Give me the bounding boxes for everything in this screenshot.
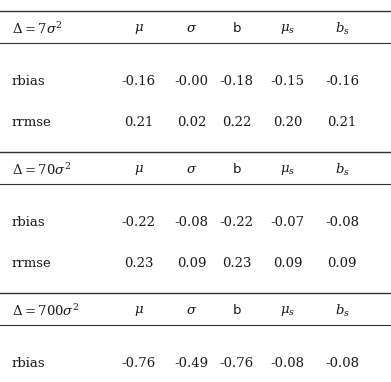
Text: -0.00: -0.00 bbox=[175, 75, 208, 89]
Text: $\mu_s$: $\mu_s$ bbox=[280, 21, 295, 36]
Text: b: b bbox=[232, 22, 241, 35]
Text: 0.02: 0.02 bbox=[177, 117, 206, 129]
Text: 0.21: 0.21 bbox=[124, 117, 154, 129]
Text: 0.23: 0.23 bbox=[124, 257, 154, 270]
Text: $\sigma$: $\sigma$ bbox=[186, 304, 197, 317]
Text: -0.08: -0.08 bbox=[325, 217, 359, 230]
Text: $\mu_s$: $\mu_s$ bbox=[280, 163, 295, 176]
Text: $b_s$: $b_s$ bbox=[335, 303, 350, 319]
Text: rbias: rbias bbox=[12, 358, 45, 371]
Text: $\Delta = 7\sigma^2$: $\Delta = 7\sigma^2$ bbox=[12, 21, 63, 37]
Text: $\Delta = 700\sigma^2$: $\Delta = 700\sigma^2$ bbox=[12, 303, 79, 319]
Text: $\mu_s$: $\mu_s$ bbox=[280, 304, 295, 318]
Text: -0.22: -0.22 bbox=[122, 217, 156, 230]
Text: $\mu$: $\mu$ bbox=[134, 163, 144, 176]
Text: -0.22: -0.22 bbox=[220, 217, 253, 230]
Text: -0.07: -0.07 bbox=[270, 217, 305, 230]
Text: -0.18: -0.18 bbox=[220, 75, 253, 89]
Text: $\sigma$: $\sigma$ bbox=[186, 22, 197, 35]
Text: 0.21: 0.21 bbox=[327, 117, 357, 129]
Text: -0.76: -0.76 bbox=[122, 358, 156, 371]
Text: $\mu$: $\mu$ bbox=[134, 21, 144, 36]
Text: b: b bbox=[232, 304, 241, 317]
Text: -0.49: -0.49 bbox=[174, 358, 209, 371]
Text: $\mu$: $\mu$ bbox=[134, 304, 144, 318]
Text: rbias: rbias bbox=[12, 75, 45, 89]
Text: -0.15: -0.15 bbox=[271, 75, 304, 89]
Text: 0.22: 0.22 bbox=[222, 117, 251, 129]
Text: 0.09: 0.09 bbox=[327, 257, 357, 270]
Text: $b_s$: $b_s$ bbox=[335, 162, 350, 178]
Text: -0.76: -0.76 bbox=[219, 358, 254, 371]
Text: -0.08: -0.08 bbox=[271, 358, 304, 371]
Text: 0.09: 0.09 bbox=[273, 257, 302, 270]
Text: $b_s$: $b_s$ bbox=[335, 21, 350, 37]
Text: 0.09: 0.09 bbox=[177, 257, 206, 270]
Text: -0.08: -0.08 bbox=[175, 217, 208, 230]
Text: rbias: rbias bbox=[12, 217, 45, 230]
Text: b: b bbox=[232, 163, 241, 176]
Text: 0.20: 0.20 bbox=[273, 117, 302, 129]
Text: 0.23: 0.23 bbox=[222, 257, 251, 270]
Text: -0.16: -0.16 bbox=[122, 75, 156, 89]
Text: rrmse: rrmse bbox=[12, 117, 52, 129]
Text: -0.16: -0.16 bbox=[325, 75, 359, 89]
Text: -0.08: -0.08 bbox=[325, 358, 359, 371]
Text: $\Delta = 70\sigma^2$: $\Delta = 70\sigma^2$ bbox=[12, 162, 71, 178]
Text: rrmse: rrmse bbox=[12, 257, 52, 270]
Text: $\sigma$: $\sigma$ bbox=[186, 163, 197, 176]
